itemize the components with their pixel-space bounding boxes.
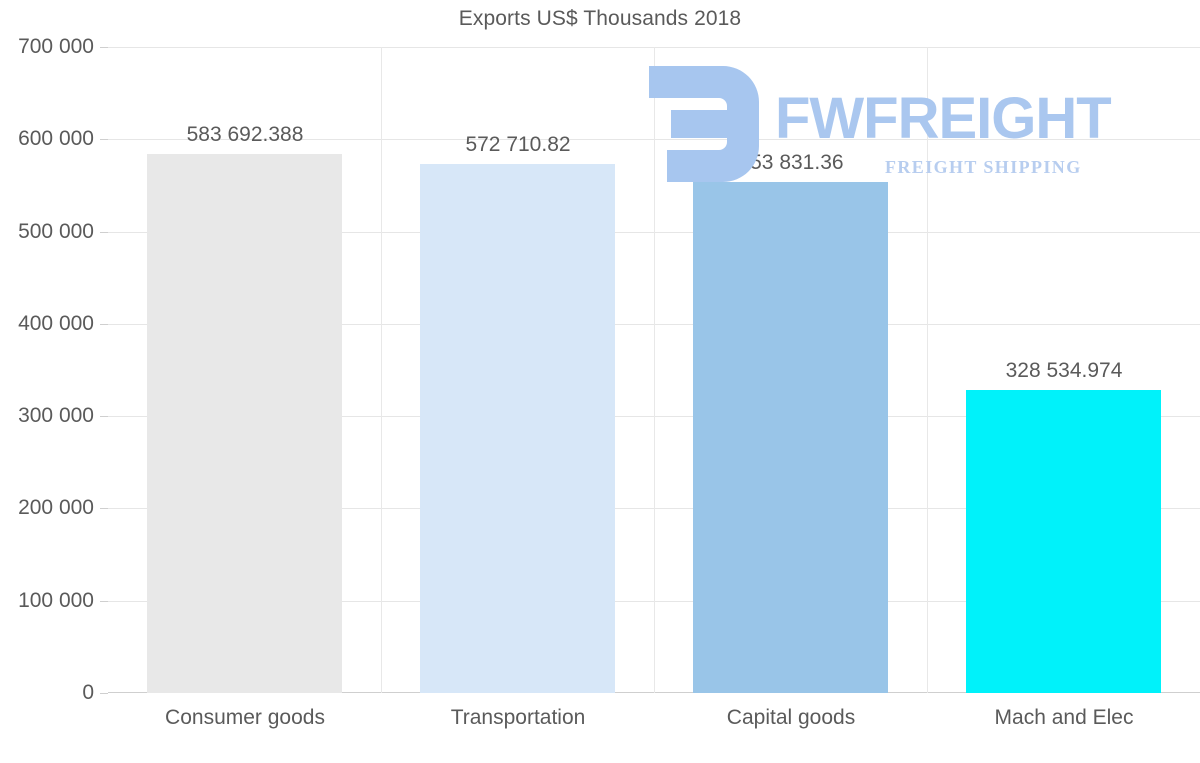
y-axis-tick-mark: [100, 47, 108, 48]
y-axis-tick-label: 500 000: [18, 219, 94, 243]
y-axis-tick-mark: [100, 508, 108, 510]
x-axis-tick-label: Capital goods: [726, 706, 856, 729]
bar-value-label: 583 692.388: [186, 123, 304, 146]
bar-value-label: 553 831.36: [738, 151, 844, 174]
y-axis-tick-mark: [100, 139, 108, 141]
gridline-vertical: [654, 47, 655, 693]
y-axis: 0 100 000 200 000 300 000 400 000 500 000 600 …: [0, 0, 108, 763]
y-axis-tick-mark: [100, 693, 108, 694]
y-axis-tick-mark: [100, 600, 108, 602]
y-axis-tick-label: 100 000: [18, 588, 94, 612]
x-axis-tick-label: Mach and Elec: [994, 706, 1134, 729]
bar-transportation[interactable]: [420, 164, 615, 693]
y-axis-tick-label: 300 000: [18, 404, 94, 428]
bar-value-label: 328 534.974: [1005, 359, 1123, 382]
y-axis-tick-mark: [100, 323, 108, 325]
chart-title: Exports US$ Thousands 2018: [458, 7, 742, 30]
x-axis: Consumer goods Transportation Capital good…: [108, 700, 1200, 750]
y-axis-tick-label: 700 000: [18, 35, 94, 58]
y-axis-tick-label: 0: [82, 681, 94, 704]
gridline-vertical: [927, 47, 928, 693]
y-axis-tick-label: 400 000: [18, 311, 94, 335]
gridline-vertical: [381, 47, 382, 693]
bar-mach-and-elec[interactable]: [966, 390, 1161, 693]
bar-value-label: 572 710.82: [465, 133, 571, 156]
y-axis-tick-label: 600 000: [18, 127, 94, 151]
y-axis-tick-mark: [100, 231, 108, 233]
bar-consumer-goods[interactable]: [147, 154, 342, 693]
plot-area: 583 692.388 572 710.82 553 831.36 328 534.9…: [108, 47, 1200, 693]
bar-capital-goods[interactable]: [693, 182, 888, 693]
y-axis-tick-mark: [100, 416, 108, 418]
x-axis-tick-label: Transportation: [450, 706, 586, 729]
y-axis-tick-label: 200 000: [18, 496, 94, 520]
x-axis-tick-label: Consumer goods: [165, 706, 325, 729]
